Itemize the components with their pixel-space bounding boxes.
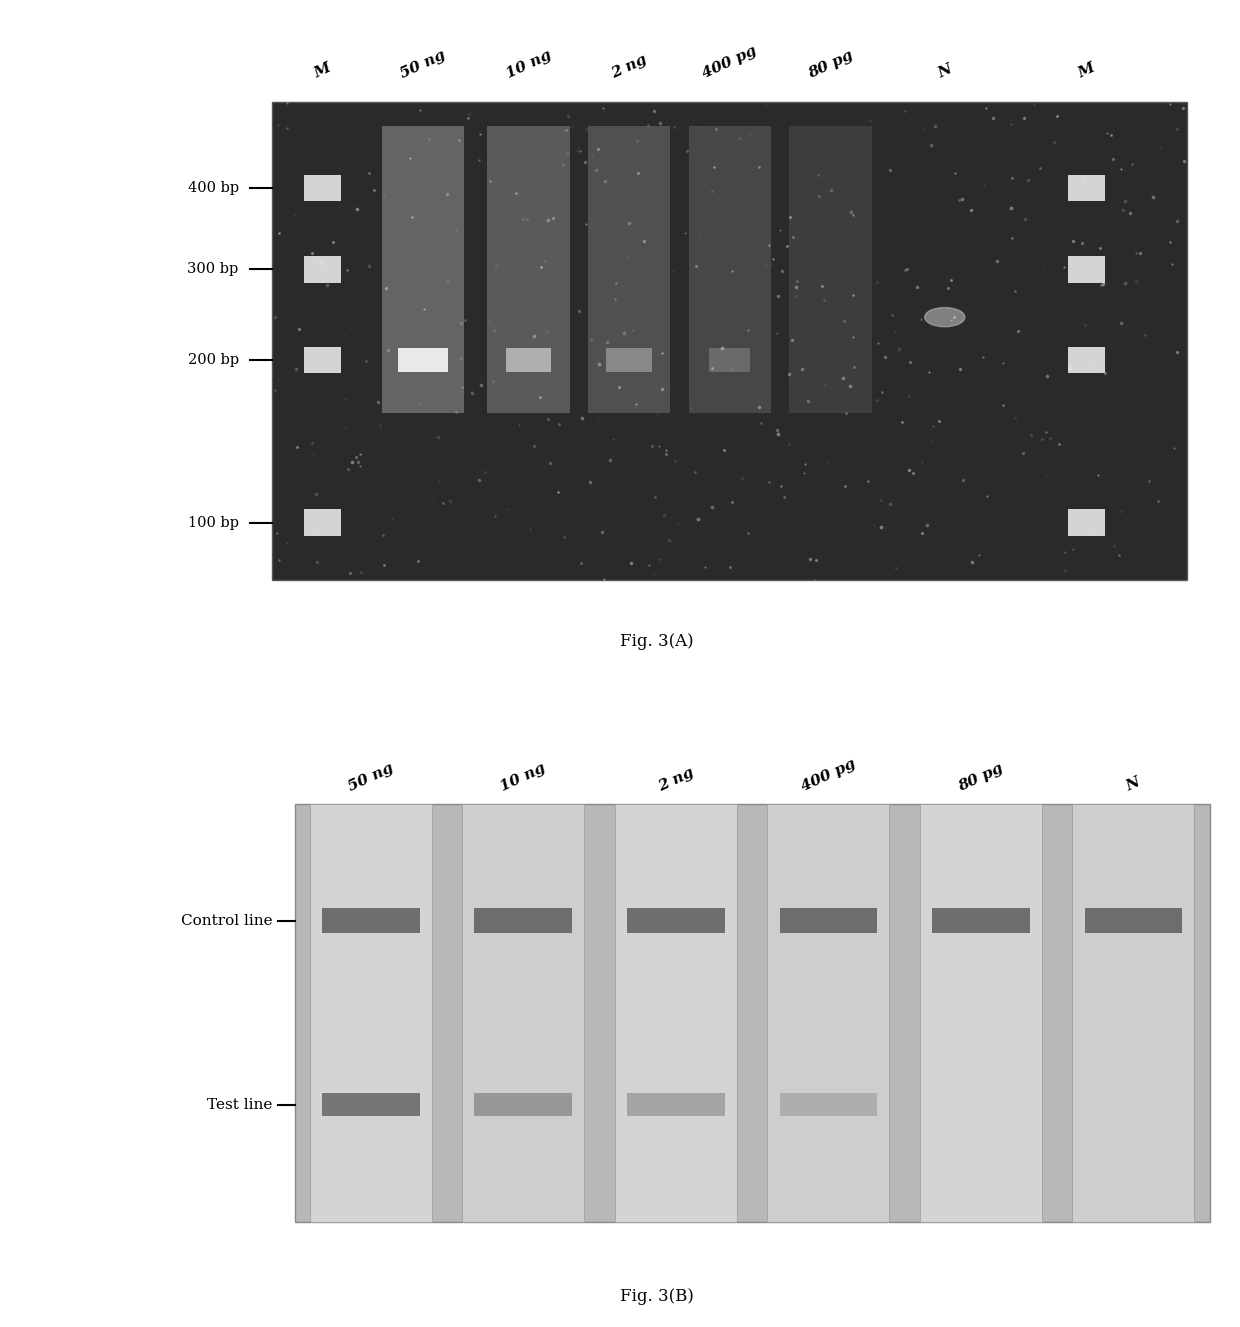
FancyBboxPatch shape [588,126,671,413]
FancyBboxPatch shape [688,126,771,413]
FancyBboxPatch shape [606,348,652,372]
FancyBboxPatch shape [475,908,572,933]
FancyBboxPatch shape [487,126,569,413]
FancyBboxPatch shape [304,346,341,373]
Text: 2 ng: 2 ng [609,52,649,81]
Text: 400 pg: 400 pg [799,756,858,794]
FancyBboxPatch shape [304,256,341,283]
Text: M: M [312,61,334,81]
Text: 50 ng: 50 ng [398,48,448,81]
Text: 80 pg: 80 pg [806,48,856,81]
FancyBboxPatch shape [789,126,872,413]
FancyBboxPatch shape [920,804,1042,1222]
FancyBboxPatch shape [382,126,464,413]
Text: Control line: Control line [181,914,272,928]
Text: 400 bp: 400 bp [187,182,238,195]
FancyBboxPatch shape [627,908,724,933]
Text: M: M [1076,61,1097,81]
FancyBboxPatch shape [506,348,552,372]
FancyBboxPatch shape [615,804,737,1222]
Text: 10 ng: 10 ng [498,760,548,794]
FancyBboxPatch shape [475,1093,572,1116]
FancyBboxPatch shape [1069,346,1105,373]
FancyBboxPatch shape [273,102,1188,580]
FancyBboxPatch shape [1069,256,1105,283]
Text: 2 ng: 2 ng [656,764,696,794]
FancyBboxPatch shape [1069,175,1105,202]
FancyBboxPatch shape [768,804,889,1222]
FancyBboxPatch shape [322,1093,419,1116]
Text: Fig. 3(B): Fig. 3(B) [620,1287,694,1304]
Text: 400 pg: 400 pg [701,44,759,81]
FancyBboxPatch shape [780,1093,877,1116]
FancyBboxPatch shape [310,804,432,1222]
Text: 200 bp: 200 bp [187,353,238,368]
FancyBboxPatch shape [322,908,419,933]
FancyBboxPatch shape [463,804,584,1222]
Text: N: N [935,62,954,81]
FancyBboxPatch shape [780,908,877,933]
Text: Fig. 3(A): Fig. 3(A) [620,633,694,650]
FancyBboxPatch shape [1073,804,1194,1222]
Text: 10 ng: 10 ng [503,48,553,81]
FancyBboxPatch shape [304,175,341,202]
FancyBboxPatch shape [304,510,341,536]
FancyBboxPatch shape [398,348,449,372]
FancyBboxPatch shape [1069,510,1105,536]
FancyBboxPatch shape [709,348,750,372]
FancyBboxPatch shape [295,804,1210,1222]
Text: 300 bp: 300 bp [187,263,238,276]
FancyBboxPatch shape [627,1093,724,1116]
Text: Test line: Test line [207,1097,272,1112]
Text: 50 ng: 50 ng [346,760,396,794]
Circle shape [925,308,965,326]
FancyBboxPatch shape [932,908,1029,933]
Text: N: N [1123,775,1143,794]
Text: 80 pg: 80 pg [956,760,1006,794]
FancyBboxPatch shape [1085,908,1182,933]
Text: 100 bp: 100 bp [187,516,238,529]
